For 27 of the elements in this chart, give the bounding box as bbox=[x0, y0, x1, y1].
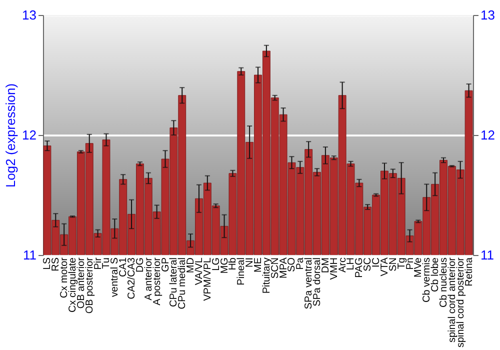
x-tick-label: Pituitary bbox=[261, 258, 272, 294]
y2-tick-label: 11 bbox=[480, 248, 494, 262]
x-tick-label: DM bbox=[320, 258, 332, 274]
x-tick-label: spinal cord anterior bbox=[446, 256, 458, 343]
x-tick-label: RS bbox=[50, 257, 62, 272]
y2-tick-label: 12 bbox=[480, 128, 495, 142]
x-tick-label: A posterior bbox=[152, 256, 163, 306]
y2-tick-label: 13 bbox=[480, 8, 495, 22]
x-tick-label: Tg bbox=[396, 258, 408, 270]
x-tick-label: VPM/VPL bbox=[202, 257, 214, 301]
x-tick-label: OB anterior bbox=[76, 256, 87, 309]
x-tick-label: ME bbox=[253, 257, 264, 272]
y-tick-label: 13 bbox=[22, 8, 36, 22]
x-tick-label: OB posterior bbox=[84, 256, 96, 314]
x-tick-label: LG bbox=[210, 257, 222, 271]
x-tick-label: DG bbox=[134, 257, 146, 272]
x-tick-label: Retina bbox=[464, 257, 475, 286]
x-tick-label: SCN bbox=[270, 258, 281, 279]
x-tick-label: SN bbox=[388, 258, 399, 272]
y-tick-label: 11 bbox=[23, 248, 36, 262]
x-tick-label: A anterior bbox=[143, 256, 154, 300]
x-tick-label: VTA bbox=[379, 257, 390, 276]
x-tick-label: spinal cord posterior bbox=[455, 256, 466, 348]
y-tick-label: 12 bbox=[22, 128, 36, 142]
x-tick-label: Cb nucleus bbox=[438, 258, 450, 308]
y-axis-title: Log2 (expression) bbox=[3, 83, 18, 188]
x-tick-label: VMH bbox=[328, 258, 340, 280]
